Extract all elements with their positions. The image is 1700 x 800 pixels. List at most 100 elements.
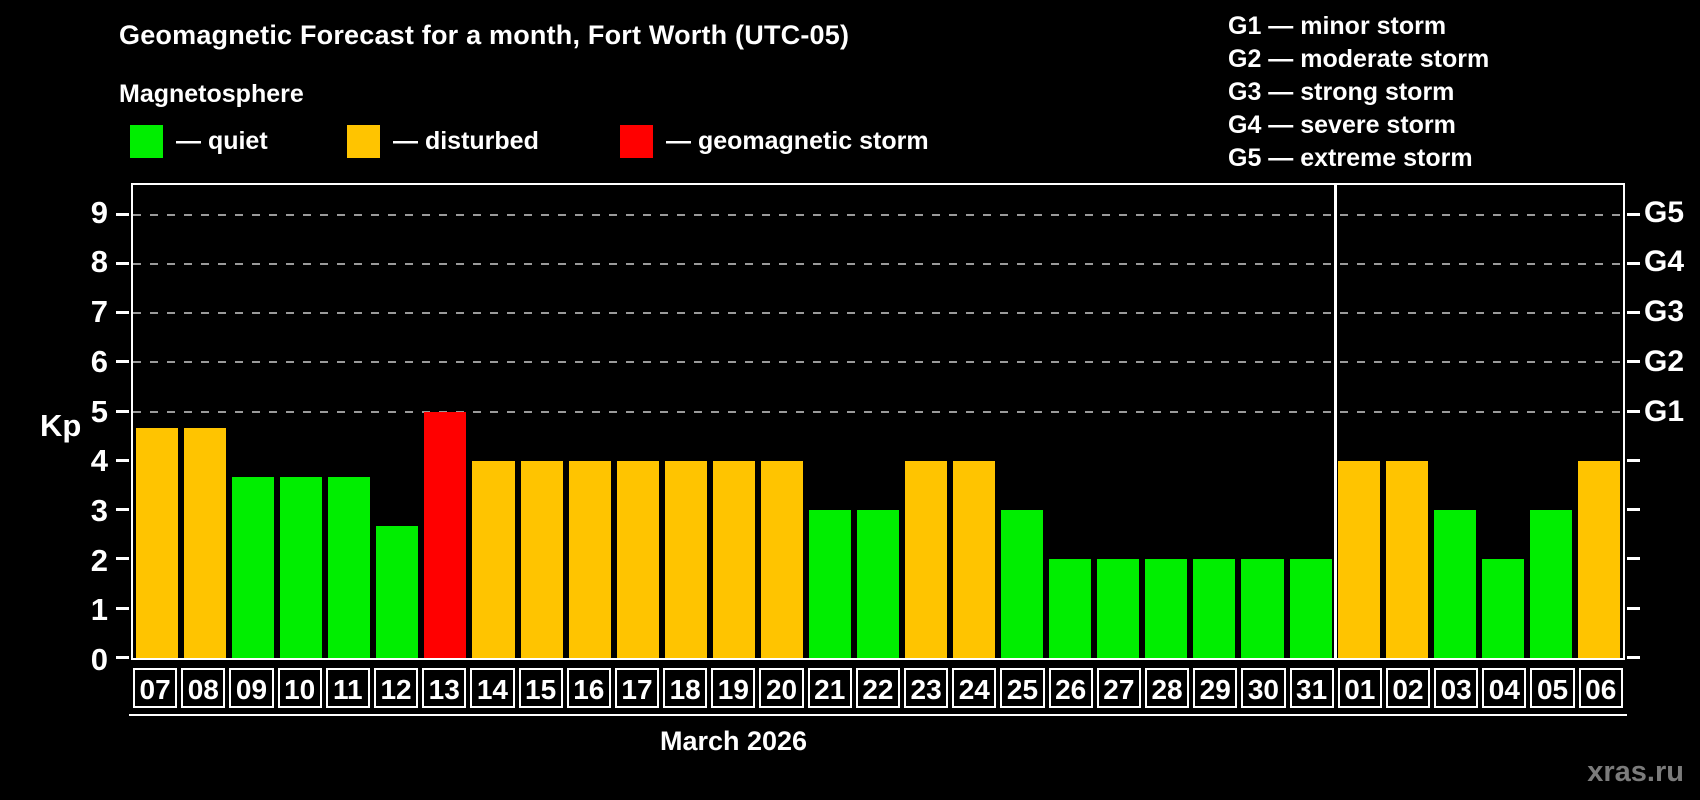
kp-tick-right-3	[1627, 508, 1640, 512]
kp-bar-day-20	[760, 460, 803, 658]
day-label-14: 14	[470, 668, 515, 708]
day-label-25: 25	[1000, 668, 1045, 708]
kp-bar-day-19	[712, 460, 755, 658]
day-label-11: 11	[325, 668, 370, 708]
kp-bar-day-13	[424, 411, 467, 658]
kp-tick-left-7	[116, 311, 129, 315]
kp-bar-day-10	[280, 477, 323, 658]
day-label-10: 10	[277, 668, 322, 708]
plot-area	[116, 183, 1640, 660]
kp-tick-right-7	[1627, 311, 1640, 315]
kp-tick-left-3	[116, 508, 129, 512]
kp-bar-day-28	[1145, 559, 1188, 658]
legend-item-disturbed: — disturbed	[347, 123, 539, 159]
day-label-24: 24	[952, 668, 997, 708]
kp-bar-day-29	[1193, 559, 1236, 658]
legend-item-quiet: — quiet	[130, 123, 268, 159]
day-label-03: 03	[1434, 668, 1479, 708]
day-label-18: 18	[663, 668, 708, 708]
kp-tick-label-5: 5	[90, 393, 108, 429]
day-label-07: 07	[133, 668, 178, 708]
kp-tick-left-6	[116, 360, 129, 364]
kp-bar-day-15	[520, 460, 563, 658]
kp-tick-label-1: 1	[90, 592, 108, 628]
g-axis-label-g2: G2	[1644, 344, 1685, 378]
day-label-26: 26	[1048, 668, 1093, 708]
day-label-13: 13	[422, 668, 467, 708]
kp-bar-day-12	[376, 526, 419, 658]
kp-bar-day-25	[1001, 510, 1044, 658]
kp-tick-right-0	[1627, 656, 1640, 659]
disturbed-color-swatch-icon	[347, 124, 380, 158]
day-label-21: 21	[807, 668, 852, 708]
day-label-02: 02	[1385, 668, 1431, 708]
kp-tick-right-5	[1627, 409, 1640, 413]
kp-tick-label-4: 4	[90, 443, 108, 479]
gridline-kp-8	[133, 262, 1623, 265]
legend-label-disturbed: — disturbed	[393, 126, 539, 155]
gridline-kp-6	[133, 361, 1623, 364]
g-legend-line-g2: G2 — moderate storm	[1228, 45, 1490, 73]
kp-tick-label-7: 7	[90, 294, 108, 330]
chart-subtitle: Magnetosphere	[119, 80, 304, 108]
day-label-08: 08	[181, 668, 226, 708]
g-axis-labels: G1 G2 G3 G4 G5	[1644, 183, 1700, 660]
kp-bar-day-26	[1049, 559, 1092, 658]
kp-axis-tick-labels: 0 1 2 3 4 5 6 7 8 9	[0, 183, 108, 677]
day-label-30: 30	[1241, 668, 1286, 708]
kp-bar-day-18	[664, 460, 707, 658]
g-axis-label-g4: G4	[1644, 245, 1685, 279]
storm-color-swatch-icon	[620, 124, 653, 158]
kp-bar-day-27	[1097, 559, 1140, 658]
day-axis: 07 08 09 10 11 12 13 14 15 16 17 18 19 20 21 22 23 24 25 26…	[131, 668, 1625, 708]
g-legend-line-g3: G3 — strong storm	[1228, 78, 1455, 106]
day-label-19: 19	[711, 668, 756, 708]
kp-tick-left-2	[116, 557, 129, 561]
day-label-23: 23	[904, 668, 949, 708]
day-label-15: 15	[518, 668, 563, 708]
day-label-31: 31	[1289, 668, 1334, 708]
day-label-09: 09	[229, 668, 274, 708]
kp-bar-day-22	[856, 510, 900, 658]
kp-bar-day-21	[808, 510, 851, 658]
quiet-color-swatch-icon	[130, 124, 163, 158]
kp-tick-left-1	[116, 606, 129, 610]
day-axis-underline	[129, 714, 1627, 716]
kp-tick-label-6: 6	[90, 343, 108, 379]
kp-bar-day-04	[1481, 559, 1524, 658]
kp-bar-day-31	[1289, 559, 1332, 658]
kp-bar-day-03	[1433, 510, 1476, 658]
kp-bar-day-08	[184, 427, 227, 658]
month-label: March 2026	[659, 726, 808, 756]
kp-bar-day-14	[472, 460, 515, 658]
legend-label-quiet: — quiet	[176, 126, 268, 155]
kp-bar-day-05	[1529, 510, 1572, 658]
kp-bar-day-06	[1577, 460, 1620, 658]
kp-bar-day-09	[232, 477, 275, 658]
kp-bar-day-01	[1337, 460, 1380, 658]
kp-tick-left-0	[116, 656, 129, 659]
kp-bar-day-23	[905, 460, 948, 658]
kp-tick-right-2	[1627, 557, 1640, 561]
gridline-kp-9	[133, 213, 1623, 216]
day-label-04: 04	[1482, 668, 1527, 708]
kp-tick-left-8	[116, 261, 129, 265]
plot-inner	[116, 185, 1640, 659]
day-label-01: 01	[1337, 668, 1382, 708]
day-label-28: 28	[1144, 668, 1190, 708]
day-label-22: 22	[855, 668, 900, 708]
legend-label-storm: — geomagnetic storm	[666, 126, 929, 155]
g-legend-line-g4: G4 — severe storm	[1228, 111, 1456, 139]
kp-tick-label-3: 3	[90, 492, 108, 528]
kp-tick-right-1	[1627, 606, 1640, 610]
g-legend-line-g5: G5 — extreme storm	[1228, 144, 1473, 172]
g-axis-label-g5: G5	[1644, 195, 1685, 229]
kp-bar-day-30	[1241, 559, 1284, 658]
kp-tick-label-9: 9	[90, 194, 108, 230]
kp-tick-right-8	[1627, 261, 1640, 265]
kp-axis-title: Kp	[40, 408, 82, 443]
day-label-17: 17	[614, 668, 660, 708]
day-label-27: 27	[1096, 668, 1141, 708]
kp-tick-left-9	[116, 212, 129, 216]
